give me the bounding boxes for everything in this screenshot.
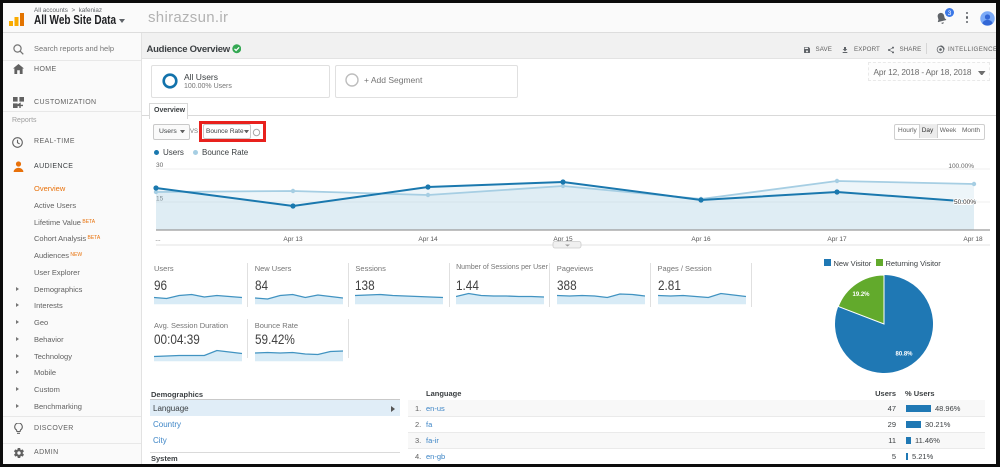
svg-text:Apr 15: Apr 15 <box>553 236 573 243</box>
svg-text:50.00%: 50.00% <box>954 199 976 206</box>
svg-text:30: 30 <box>156 162 164 169</box>
svg-text:100.00%: 100.00% <box>948 163 974 170</box>
svg-text:Apr 14: Apr 14 <box>418 236 438 243</box>
svg-text:19.2%: 19.2% <box>852 292 870 298</box>
svg-text:Apr 16: Apr 16 <box>691 236 711 243</box>
svg-text:Apr 13: Apr 13 <box>283 236 303 243</box>
svg-text:Apr 18: Apr 18 <box>963 236 983 243</box>
svg-text:...: ... <box>155 236 161 243</box>
svg-text:15: 15 <box>156 196 164 203</box>
svg-text:Apr 17: Apr 17 <box>827 236 847 243</box>
svg-text:80.8%: 80.8% <box>895 352 913 358</box>
svg-text:3: 3 <box>947 10 951 17</box>
